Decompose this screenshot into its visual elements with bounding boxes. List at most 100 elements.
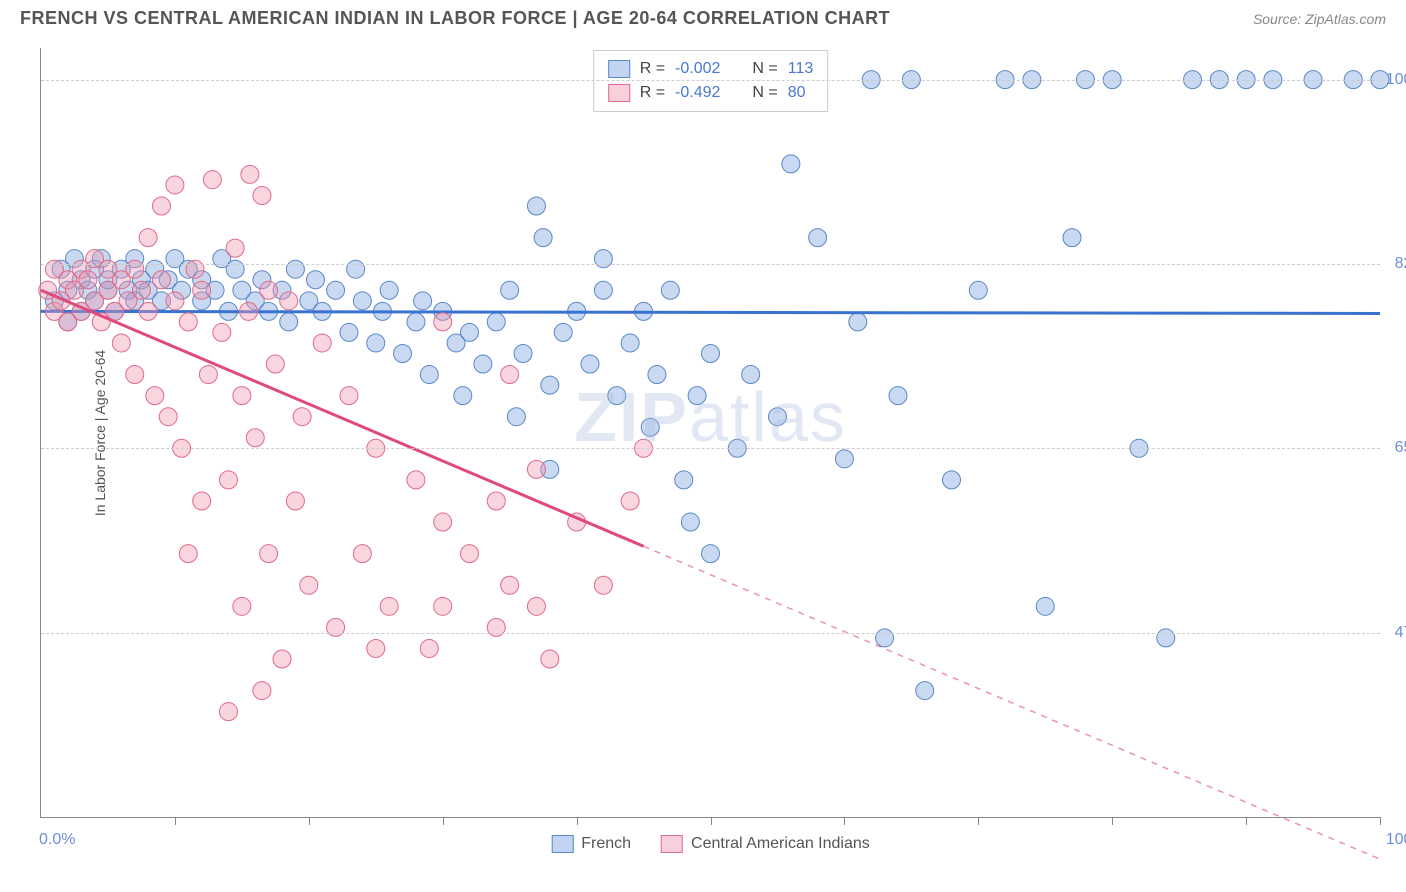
data-point (226, 239, 244, 257)
data-point (849, 313, 867, 331)
data-point (213, 323, 231, 341)
y-tick-label: 65.0% (1395, 439, 1406, 457)
n-label: N = (752, 81, 777, 105)
source-attribution: Source: ZipAtlas.com (1253, 11, 1386, 27)
x-tick (443, 817, 444, 825)
data-point (889, 387, 907, 405)
data-point (501, 281, 519, 299)
legend-swatch-cai (661, 835, 683, 853)
n-value-french: 113 (788, 57, 814, 81)
y-tick-label: 47.5% (1395, 624, 1406, 642)
data-point (688, 387, 706, 405)
data-point (782, 155, 800, 173)
data-point (809, 229, 827, 247)
data-point (541, 376, 559, 394)
r-value-french: -0.002 (675, 57, 720, 81)
data-point (313, 334, 331, 352)
data-point (507, 408, 525, 426)
x-tick (175, 817, 176, 825)
data-point (240, 302, 258, 320)
data-point (460, 545, 478, 563)
data-point (407, 313, 425, 331)
x-origin-label: 0.0% (39, 831, 75, 849)
data-point (554, 323, 572, 341)
chart-title: FRENCH VS CENTRAL AMERICAN INDIAN IN LAB… (20, 8, 890, 29)
data-point (621, 334, 639, 352)
data-point (286, 492, 304, 510)
data-point (146, 387, 164, 405)
data-point (969, 281, 987, 299)
x-tick (978, 817, 979, 825)
data-point (434, 597, 452, 615)
data-point (166, 176, 184, 194)
data-point (527, 597, 545, 615)
data-point (233, 387, 251, 405)
data-point (353, 292, 371, 310)
data-point (340, 387, 358, 405)
data-point (380, 281, 398, 299)
data-point (179, 545, 197, 563)
data-point (203, 171, 221, 189)
data-point (487, 313, 505, 331)
data-point (219, 471, 237, 489)
data-point (260, 545, 278, 563)
x-tick (1112, 817, 1113, 825)
data-point (1157, 629, 1175, 647)
data-point (487, 618, 505, 636)
data-point (675, 471, 693, 489)
data-point (280, 313, 298, 331)
data-point (219, 703, 237, 721)
data-point (742, 366, 760, 384)
chart-container: In Labor Force | Age 20-64 ZIPatlas R = … (40, 48, 1380, 818)
data-point (434, 513, 452, 531)
data-point (768, 408, 786, 426)
data-point (233, 597, 251, 615)
scatter-plot (41, 48, 1380, 817)
stats-row-french: R = -0.002 N = 113 (608, 57, 814, 81)
y-tick-label: 82.5% (1395, 255, 1406, 273)
data-point (153, 197, 171, 215)
data-point (380, 597, 398, 615)
data-point (527, 197, 545, 215)
data-point (327, 618, 345, 636)
data-point (702, 545, 720, 563)
r-label: R = (640, 57, 665, 81)
data-point (367, 639, 385, 657)
data-point (621, 492, 639, 510)
data-point (327, 281, 345, 299)
data-point (661, 281, 679, 299)
data-point (126, 366, 144, 384)
data-point (641, 418, 659, 436)
data-point (702, 344, 720, 362)
data-point (460, 323, 478, 341)
data-point (581, 355, 599, 373)
legend-label-cai: Central American Indians (691, 835, 870, 853)
data-point (420, 366, 438, 384)
data-point (454, 387, 472, 405)
gridline-h (41, 264, 1380, 265)
data-point (407, 471, 425, 489)
data-point (79, 271, 97, 289)
data-point (534, 229, 552, 247)
data-point (226, 260, 244, 278)
data-point (474, 355, 492, 373)
x-tick (711, 817, 712, 825)
trend-line-dashed (644, 546, 1380, 859)
data-point (306, 271, 324, 289)
data-point (648, 366, 666, 384)
data-point (266, 355, 284, 373)
data-point (514, 344, 532, 362)
data-point (1063, 229, 1081, 247)
stats-row-cai: R = -0.492 N = 80 (608, 81, 814, 105)
data-point (501, 366, 519, 384)
data-point (541, 650, 559, 668)
legend-item-french: French (551, 835, 631, 853)
data-point (193, 281, 211, 299)
data-point (193, 492, 211, 510)
data-point (293, 408, 311, 426)
data-point (1036, 597, 1054, 615)
data-point (260, 281, 278, 299)
data-point (916, 682, 934, 700)
data-point (139, 229, 157, 247)
data-point (608, 387, 626, 405)
